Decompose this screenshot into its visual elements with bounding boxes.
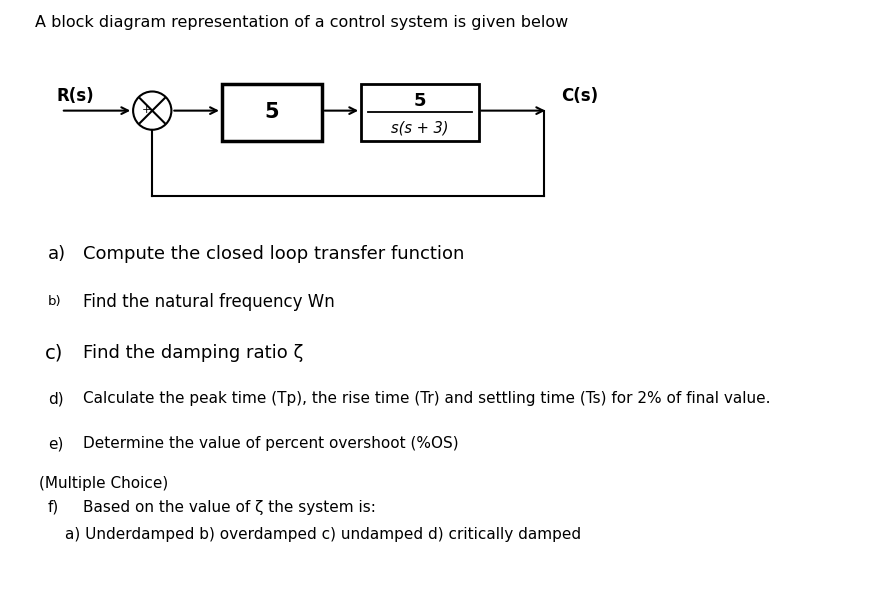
Text: A block diagram representation of a control system is given below: A block diagram representation of a cont… — [35, 15, 567, 30]
Text: 5: 5 — [264, 102, 279, 122]
Text: (Multiple Choice): (Multiple Choice) — [39, 475, 169, 491]
Text: d): d) — [48, 391, 63, 407]
Text: Determine the value of percent overshoot (%OS): Determine the value of percent overshoot… — [83, 436, 458, 451]
Text: R(s): R(s) — [56, 87, 94, 105]
Text: Calculate the peak time (Tp), the rise time (Tr) and settling time (Ts) for 2% o: Calculate the peak time (Tp), the rise t… — [83, 391, 769, 407]
Text: 5: 5 — [413, 91, 426, 110]
Text: e): e) — [48, 436, 63, 451]
Text: Find the natural frequency Wn: Find the natural frequency Wn — [83, 293, 334, 311]
Text: c): c) — [45, 343, 63, 362]
Text: C(s): C(s) — [561, 87, 598, 105]
Text: s(s + 3): s(s + 3) — [390, 121, 448, 136]
Bar — [361, 84, 478, 141]
Text: a) Underdamped b) overdamped c) undamped d) critically damped: a) Underdamped b) overdamped c) undamped… — [65, 526, 580, 542]
Text: f): f) — [48, 499, 59, 515]
Bar — [222, 84, 322, 141]
Text: b): b) — [48, 295, 62, 309]
Text: Compute the closed loop transfer function: Compute the closed loop transfer functio… — [83, 245, 463, 263]
Text: Based on the value of ζ the system is:: Based on the value of ζ the system is: — [83, 499, 375, 515]
Text: a): a) — [48, 245, 66, 263]
Text: Find the damping ratio ζ: Find the damping ratio ζ — [83, 344, 302, 362]
Text: +: + — [142, 105, 151, 115]
